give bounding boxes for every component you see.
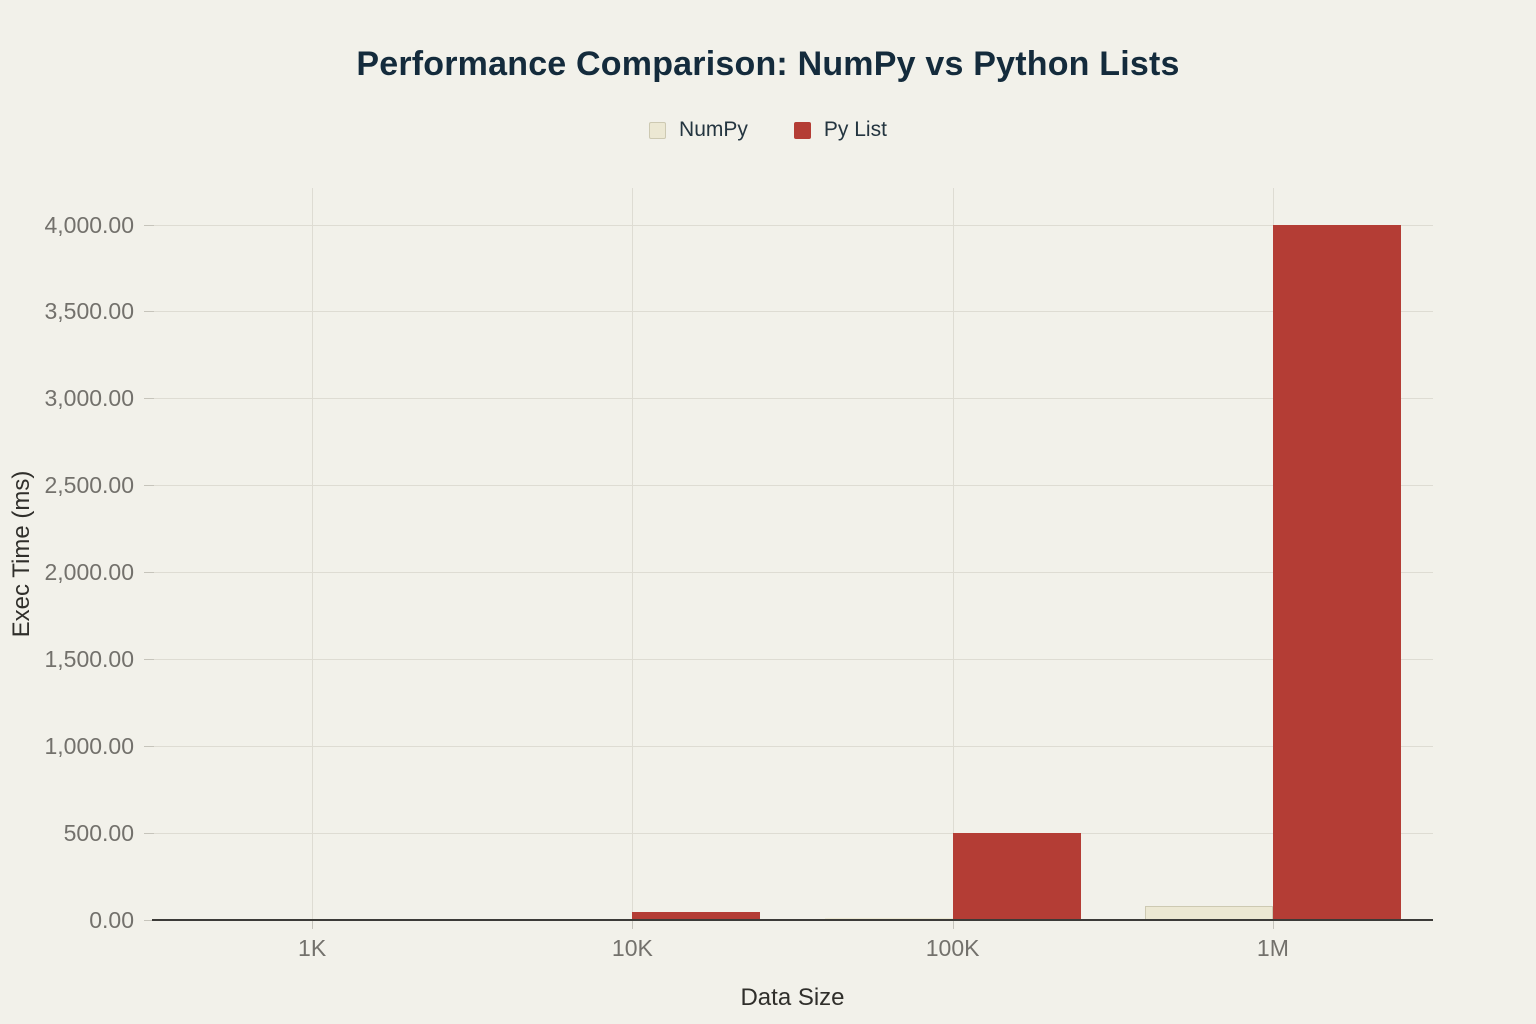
x-tick-mark [1272, 920, 1274, 929]
gridline-v [952, 188, 954, 920]
legend-label: NumPy [679, 118, 748, 141]
y-tick-label: 2,500.00 [44, 472, 134, 499]
y-tick-mark [144, 572, 154, 574]
y-tick-mark [144, 659, 154, 661]
x-axis-line [152, 919, 1433, 921]
legend-swatch-py-list [793, 121, 811, 139]
legend-item-numpy[interactable]: NumPy [649, 118, 748, 142]
y-tick-mark [144, 311, 154, 313]
bar-py-list-10k[interactable] [632, 912, 761, 920]
y-tick-label: 1,000.00 [44, 733, 134, 760]
x-tick-label: 100K [925, 935, 980, 961]
gridline-v [312, 188, 314, 920]
bar-py-list-100k[interactable] [952, 833, 1081, 920]
gridline-h [152, 746, 1433, 748]
gridline-h [152, 572, 1433, 574]
bar-py-list-1m[interactable] [1272, 224, 1401, 920]
x-tick-mark [312, 920, 314, 929]
y-tick-label: 4,000.00 [44, 211, 134, 238]
y-tick-label: 2,000.00 [44, 559, 134, 586]
x-tick-mark [632, 920, 634, 929]
y-tick-label: 3,500.00 [44, 298, 134, 325]
x-tick-label: 10K [611, 935, 653, 961]
y-tick-mark [144, 224, 154, 226]
y-tick-label: 500.00 [63, 820, 134, 847]
legend-label: Py List [823, 118, 887, 141]
x-axis-title: Data Size [740, 984, 845, 1011]
legend: NumPy Py List [0, 116, 1536, 144]
y-tick-label: 0.00 [89, 907, 134, 933]
legend-swatch-numpy [649, 121, 667, 139]
y-tick-mark [144, 398, 154, 400]
gridline-h [152, 224, 1433, 226]
legend-item-py-list[interactable]: Py List [793, 118, 887, 142]
x-tick-mark [952, 920, 954, 929]
gridline-h [152, 311, 1433, 313]
chart-title: Performance Comparison: NumPy vs Python … [356, 45, 1180, 83]
x-tick-label: 1K [298, 935, 327, 961]
gridline-v [632, 188, 634, 920]
y-tick-label: 1,500.00 [44, 646, 134, 673]
gridline-h [152, 485, 1433, 487]
y-tick-label: 3,000.00 [44, 385, 134, 412]
y-tick-mark [144, 746, 154, 748]
y-tick-mark [144, 485, 154, 487]
bar-numpy-1m[interactable] [1144, 906, 1273, 920]
gridline-h [152, 659, 1433, 661]
y-tick-mark [144, 833, 154, 835]
y-tick-mark [144, 920, 154, 921]
plot-area: 0.00 500.00 1,000.00 1,500.00 2,000.00 2,500.… [44, 188, 1433, 961]
gridline-h [152, 833, 1433, 835]
gridline-h [152, 398, 1433, 400]
x-tick-label: 1M [1256, 935, 1289, 961]
